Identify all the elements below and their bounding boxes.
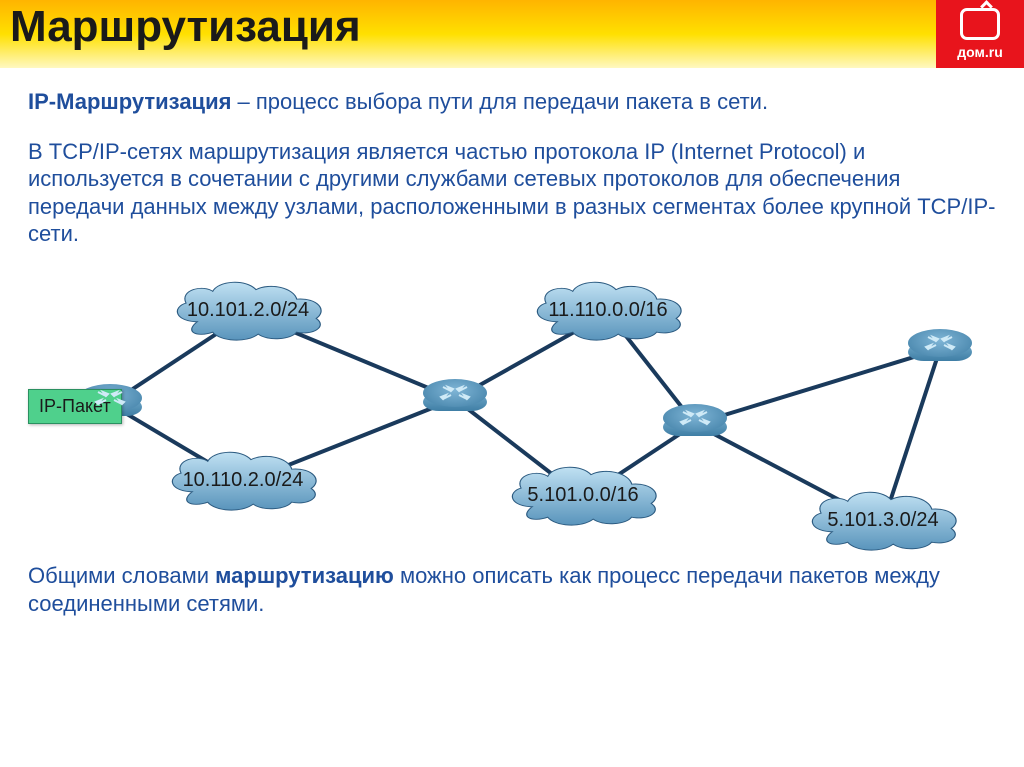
- network-cloud: 10.101.2.0/24: [163, 279, 333, 341]
- tv-icon: [960, 8, 1000, 40]
- cloud-label: 10.101.2.0/24: [163, 279, 333, 341]
- content: IP-Маршрутизация – процесс выбора пути д…: [0, 68, 1024, 554]
- cloud-label: 5.101.0.0/16: [498, 464, 668, 526]
- closing-bold: маршрутизацию: [215, 563, 394, 588]
- cloud-label: 10.110.2.0/24: [158, 449, 328, 511]
- definition-term: IP-Маршрутизация: [28, 89, 231, 114]
- closing-pre: Общими словами: [28, 563, 215, 588]
- header: Маршрутизация дом.ru: [0, 0, 1024, 68]
- network-cloud: 11.110.0.0/16: [523, 279, 693, 341]
- router-icon: [663, 404, 727, 448]
- definition-rest: – процесс выбора пути для передачи пакет…: [231, 89, 768, 114]
- router-icon: [908, 329, 972, 373]
- network-cloud: 10.110.2.0/24: [158, 449, 328, 511]
- network-cloud: 5.101.0.0/16: [498, 464, 668, 526]
- cloud-label: 5.101.3.0/24: [798, 489, 968, 551]
- network-cloud: 5.101.3.0/24: [798, 489, 968, 551]
- network-diagram: 10.101.2.0/24 10.110.2.0/24 11.110.0.0/16 5…: [28, 254, 996, 554]
- closing-paragraph: Общими словами маршрутизацию можно описа…: [0, 554, 1024, 619]
- brand-text: дом.ru: [957, 44, 1003, 60]
- brand-logo: дом.ru: [936, 0, 1024, 68]
- cloud-label: 11.110.0.0/16: [523, 279, 693, 341]
- definition: IP-Маршрутизация – процесс выбора пути д…: [28, 88, 996, 116]
- page-title: Маршрутизация: [10, 2, 361, 52]
- paragraph: В TCP/IP-сетях маршрутизация является ча…: [28, 138, 996, 248]
- router-icon: [423, 379, 487, 423]
